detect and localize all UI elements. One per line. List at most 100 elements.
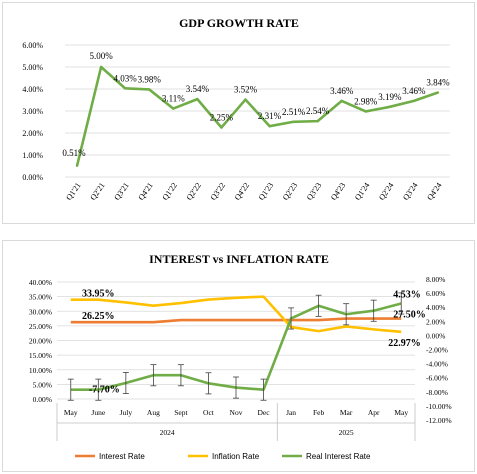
annotation-label: -7.70% (89, 385, 120, 396)
gdp-data-point (364, 110, 367, 113)
x-tick-label: Apr (368, 408, 380, 417)
x-tick-label: Jan (286, 408, 296, 417)
series-line-1 (70, 295, 402, 334)
gdp-data-label: 3.46% (402, 86, 426, 96)
gdp-data-point (340, 99, 343, 103)
right-y-tick-label: 6.00% (426, 289, 445, 298)
year-label: 2025 (339, 428, 354, 437)
x-tick-label: Q2'21 (88, 181, 106, 202)
annotation-label: 27.50% (393, 310, 426, 321)
x-tick-label: Q1'21 (64, 181, 82, 202)
x-tick-label: Q1'24 (353, 181, 371, 202)
left-y-tick-label: 20.00% (29, 337, 52, 346)
x-tick-label: Mar (340, 408, 353, 417)
gdp-data-point (75, 164, 79, 167)
gdp-data-point (412, 99, 416, 103)
left-y-tick-label: 30.00% (29, 307, 52, 316)
gdp-data-label: 4.03% (114, 73, 138, 83)
x-tick-label: July (120, 408, 133, 417)
x-tick-label: Q3'22 (209, 181, 227, 202)
y-tick-label: 5.00% (22, 63, 43, 72)
x-tick-label: May (64, 408, 78, 417)
gdp-data-label: 2.54% (306, 106, 330, 116)
gdp-data-point (388, 105, 392, 109)
legend-label: Interest Rate (99, 452, 145, 461)
right-y-tick-label: 4.00% (426, 303, 445, 312)
gdp-data-label: 3.54% (186, 84, 210, 94)
gdp-data-point (172, 107, 175, 110)
gdp-data-label: 3.52% (234, 85, 258, 95)
right-y-tick-label: 8.00% (426, 275, 445, 284)
gdp-data-label: 0.51% (62, 148, 86, 158)
gdp-data-label: 2.51% (282, 107, 306, 117)
right-y-tick-label: 0.00% (426, 331, 445, 340)
y-tick-label: 4.00% (22, 85, 43, 94)
gdp-data-point (292, 120, 295, 123)
right-y-tick-label: -10.00% (426, 402, 452, 411)
gdp-data-label: 3.11% (162, 94, 185, 104)
x-tick-label: May (394, 408, 408, 417)
annotation-label: 4.53% (393, 289, 421, 300)
left-y-tick-label: 0.00% (33, 395, 52, 404)
annotation-label: 22.97% (388, 338, 421, 349)
x-tick-label: Q4'22 (233, 181, 251, 202)
x-tick-label: Oct (203, 408, 215, 417)
interest-inflation-chart-panel: INTEREST vs INFLATION RATE 0.00% 5.00% 10.0… (2, 240, 475, 472)
gdp-chart-panel: GDP GROWTH RATE 0.00% 1.00% 2.00% 3.00% 4.00%… (2, 2, 475, 224)
x-tick-label: Nov (230, 408, 243, 417)
right-y-tick-label: -12.00% (426, 416, 452, 425)
left-y-tick-label: 15.00% (29, 351, 52, 360)
gdp-data-point (268, 124, 271, 128)
gdp-data-label: 3.19% (378, 92, 402, 102)
gdp-data-point (244, 98, 247, 101)
left-y-tick-label: 25.00% (29, 322, 52, 331)
gdp-series-line (75, 65, 439, 167)
right-y-tick-label: -4.00% (426, 360, 448, 369)
gdp-data-point (99, 65, 103, 69)
x-tick-label: Q4'23 (329, 181, 347, 202)
gdp-data-label: 2.31% (258, 111, 282, 121)
gdp-data-label: 3.46% (330, 86, 354, 96)
left-y-tick-label: 40.00% (29, 278, 52, 287)
gdp-data-point (123, 87, 127, 90)
chart-title: GDP GROWTH RATE (179, 16, 299, 30)
x-tick-label: Sept (174, 408, 188, 417)
x-tick-label: Q4'24 (425, 181, 443, 202)
right-y-tick-label: -8.00% (426, 388, 448, 397)
x-tick-label: Feb (313, 408, 325, 417)
left-y-tick-label: 5.00% (33, 380, 52, 389)
series-line-0 (70, 317, 402, 324)
gdp-data-label: 2.25% (210, 113, 234, 123)
right-y-tick-label: -6.00% (426, 374, 448, 383)
legend-label: Inflation Rate (212, 452, 260, 461)
x-tick-label: Q2'24 (377, 181, 395, 202)
gdp-data-point (148, 88, 151, 91)
x-tick-label: Q3'23 (305, 181, 323, 202)
gdp-data-label: 5.00% (89, 51, 113, 61)
x-tick-label: Q1'22 (161, 181, 179, 202)
x-tick-label: Dec (257, 408, 270, 417)
gdp-data-point (196, 97, 199, 101)
legend-label: Real Interest Rate (306, 452, 371, 461)
right-y-tick-label: -2.00% (426, 346, 448, 355)
right-y-tick-label: 2.00% (426, 317, 445, 326)
left-y-tick-label: 10.00% (29, 366, 52, 375)
x-tick-label: Q4'21 (136, 181, 154, 202)
y-tick-label: 1.00% (22, 151, 43, 160)
y-tick-label: 0.00% (22, 173, 43, 182)
x-tick-label: June (91, 408, 105, 417)
gdp-data-label: 3.98% (138, 74, 162, 84)
gdp-growth-chart: GDP GROWTH RATE 0.00% 1.00% 2.00% 3.00% 4.00%… (22, 16, 450, 202)
x-tick-label: Q2'23 (281, 181, 299, 202)
x-tick-label: Q3'24 (401, 181, 419, 202)
gdp-data-label: 2.98% (354, 96, 378, 106)
gdp-data-point (316, 119, 319, 123)
y-tick-label: 6.00% (22, 41, 43, 50)
annotation-label: 33.95% (82, 289, 115, 300)
x-tick-label: Q1'23 (257, 181, 275, 202)
gdp-data-label: 3.84% (426, 78, 450, 88)
year-label: 2024 (160, 428, 175, 437)
gdp-data-point (436, 91, 440, 94)
annotation-label: 26.25% (82, 311, 115, 322)
y-tick-label: 3.00% (22, 107, 43, 116)
